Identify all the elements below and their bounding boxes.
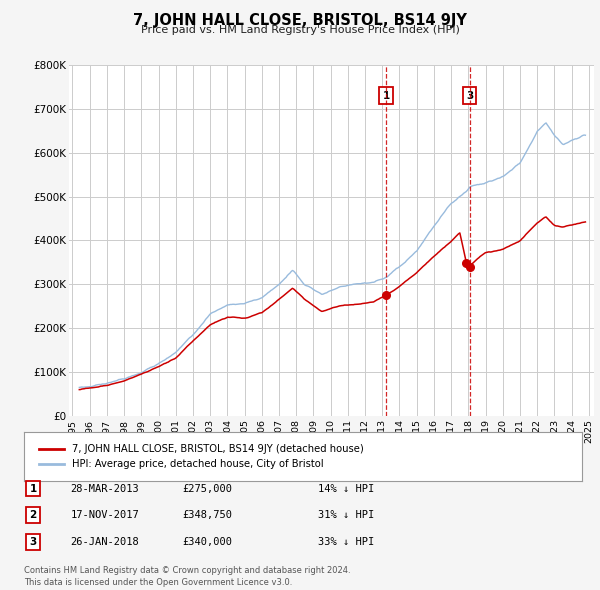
Text: 26-JAN-2018: 26-JAN-2018	[71, 537, 139, 546]
Text: 2: 2	[29, 510, 37, 520]
Text: £348,750: £348,750	[182, 510, 232, 520]
Legend: 7, JOHN HALL CLOSE, BRISTOL, BS14 9JY (detached house), HPI: Average price, deta: 7, JOHN HALL CLOSE, BRISTOL, BS14 9JY (d…	[35, 440, 367, 473]
Text: £275,000: £275,000	[182, 484, 232, 493]
Text: 31% ↓ HPI: 31% ↓ HPI	[318, 510, 374, 520]
Text: 7, JOHN HALL CLOSE, BRISTOL, BS14 9JY: 7, JOHN HALL CLOSE, BRISTOL, BS14 9JY	[133, 13, 467, 28]
Text: 3: 3	[29, 537, 37, 546]
Text: 14% ↓ HPI: 14% ↓ HPI	[318, 484, 374, 493]
Text: £340,000: £340,000	[182, 537, 232, 546]
Text: Contains HM Land Registry data © Crown copyright and database right 2024.
This d: Contains HM Land Registry data © Crown c…	[24, 566, 350, 587]
Text: 33% ↓ HPI: 33% ↓ HPI	[318, 537, 374, 546]
Text: Price paid vs. HM Land Registry's House Price Index (HPI): Price paid vs. HM Land Registry's House …	[140, 25, 460, 35]
Text: 1: 1	[29, 484, 37, 493]
Text: 17-NOV-2017: 17-NOV-2017	[71, 510, 139, 520]
Text: 28-MAR-2013: 28-MAR-2013	[71, 484, 139, 493]
Text: 1: 1	[383, 91, 390, 101]
Text: 3: 3	[466, 91, 473, 101]
